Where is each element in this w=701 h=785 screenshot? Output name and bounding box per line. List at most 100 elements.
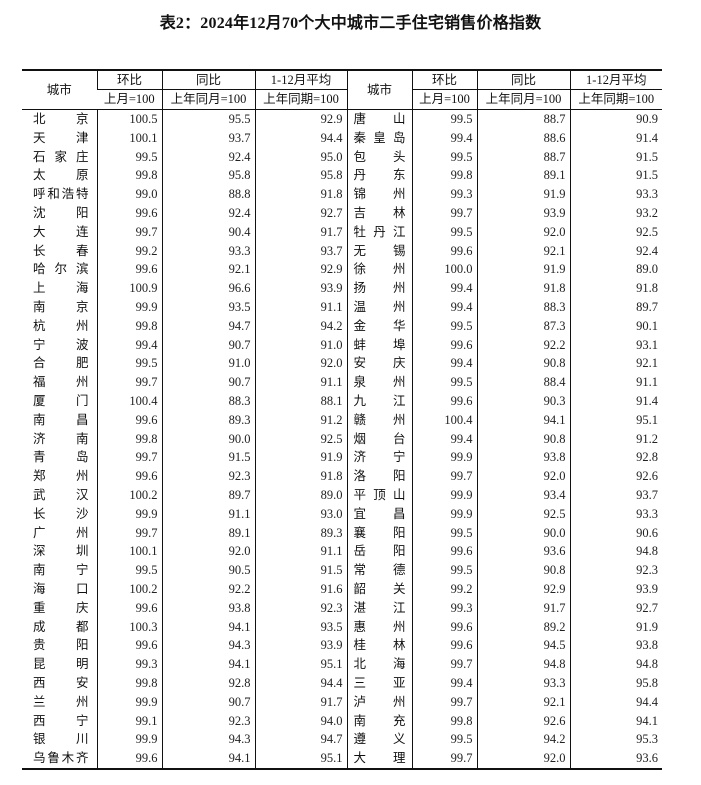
cell-yoy: 87.3	[476, 316, 570, 336]
cell-yoy: 94.8	[476, 655, 570, 674]
cell-yoy: 92.4	[161, 203, 255, 223]
cell-avg: 92.3	[569, 561, 662, 580]
city-name: 济宁	[353, 450, 406, 465]
cell-yoy: 89.3	[161, 410, 255, 430]
cell-avg: 92.7	[569, 598, 662, 618]
cell-mom: 99.6	[411, 617, 477, 637]
city-name: 南京	[33, 299, 89, 314]
header-mom: 环比	[96, 70, 162, 90]
cell-avg: 91.0	[254, 335, 347, 355]
city-name: 海口	[33, 581, 89, 596]
header-avg-base-2: 上年同期=100	[569, 89, 662, 110]
table-row: 天津 100.1 93.7 94.4 秦皇岛 99.4 88.6 91.4	[22, 128, 662, 148]
table-row: 沈阳 99.6 92.4 92.7 吉林 99.7 93.9 93.2	[22, 203, 662, 223]
cell-yoy: 92.2	[476, 335, 570, 355]
table-row: 石家庄 99.5 92.4 95.0 包头 99.5 88.7 91.5	[22, 147, 662, 167]
cell-mom: 99.7	[96, 222, 162, 242]
cell-avg: 92.8	[569, 448, 662, 468]
cell-yoy: 92.5	[476, 504, 570, 524]
cell-avg: 94.8	[569, 542, 662, 562]
cell-yoy: 94.1	[161, 617, 255, 637]
cell-avg: 93.0	[254, 504, 347, 524]
city-name: 石家庄	[33, 149, 89, 164]
cell-avg: 95.1	[254, 655, 347, 674]
cell-city: 大理	[346, 749, 412, 769]
cell-mom: 99.8	[96, 429, 162, 449]
cell-avg: 90.9	[569, 109, 662, 129]
cell-mom: 99.6	[96, 749, 162, 769]
city-name: 沈阳	[33, 205, 89, 220]
cell-mom: 100.3	[96, 617, 162, 637]
city-name: 洛阳	[353, 469, 406, 484]
cell-mom: 99.6	[411, 542, 477, 562]
city-name: 成都	[33, 619, 89, 634]
cell-avg: 92.1	[569, 354, 662, 374]
cell-yoy: 92.0	[476, 467, 570, 486]
cell-avg: 93.6	[569, 749, 662, 769]
header-avg-2: 1-12月平均	[569, 70, 662, 90]
cell-mom: 99.6	[411, 391, 477, 411]
city-name: 烟台	[353, 431, 406, 446]
city-name: 襄阳	[353, 525, 406, 540]
city-name: 北京	[33, 112, 89, 126]
cell-city: 济南	[22, 430, 97, 449]
city-name: 福州	[33, 375, 89, 390]
table-row: 太原 99.8 95.8 95.8 丹东 99.8 89.1 91.5	[22, 166, 662, 186]
cell-avg: 91.8	[569, 279, 662, 298]
city-name: 湛江	[353, 600, 406, 615]
city-name: 九江	[353, 393, 406, 408]
cell-yoy: 93.8	[476, 448, 570, 468]
cell-avg: 91.2	[254, 410, 347, 430]
cell-avg: 91.5	[569, 147, 662, 167]
cell-city: 北海	[346, 655, 412, 674]
cell-yoy: 93.4	[476, 485, 570, 505]
cell-avg: 91.1	[254, 373, 347, 392]
cell-city: 平顶山	[346, 485, 412, 505]
cell-avg: 93.9	[254, 279, 347, 298]
cell-yoy: 94.1	[161, 749, 255, 769]
city-name: 平顶山	[353, 487, 406, 502]
city-name: 遵义	[353, 732, 406, 747]
cell-city: 乌鲁木齐	[22, 749, 97, 769]
cell-mom: 99.7	[96, 448, 162, 468]
cell-city: 武汉	[22, 486, 97, 505]
cell-yoy: 94.1	[161, 655, 255, 674]
cell-city: 蚌埠	[346, 335, 412, 355]
city-name: 蚌埠	[353, 337, 406, 352]
city-name: 韶关	[353, 581, 406, 596]
cell-yoy: 88.6	[476, 128, 570, 148]
cell-city: 温州	[346, 297, 412, 317]
cell-avg: 95.3	[569, 730, 662, 750]
cell-city: 桂林	[346, 636, 412, 656]
cell-yoy: 90.8	[476, 429, 570, 449]
city-name: 无锡	[353, 243, 406, 258]
table-row: 西安 99.8 92.8 94.4 三亚 99.4 93.3 95.8	[22, 673, 662, 693]
cell-mom: 100.5	[96, 109, 162, 129]
cell-avg: 95.8	[254, 166, 347, 186]
cell-mom: 99.5	[411, 316, 477, 336]
cell-avg: 91.7	[254, 222, 347, 242]
cell-city: 银川	[22, 730, 97, 749]
cell-city: 扬州	[346, 279, 412, 298]
table-row: 上海 100.9 96.6 93.9 扬州 99.4 91.8 91.8	[22, 279, 662, 298]
city-name: 长沙	[33, 506, 89, 521]
city-name: 长春	[33, 243, 89, 258]
city-name: 重庆	[33, 600, 89, 615]
city-name: 泉州	[353, 375, 406, 390]
table-row: 长沙 99.9 91.1 93.0 宜昌 99.9 92.5 93.3	[22, 504, 662, 524]
table-row: 合肥 99.5 91.0 92.0 安庆 99.4 90.8 92.1	[22, 354, 662, 374]
cell-mom: 99.7	[411, 655, 477, 674]
table-row: 广州 99.7 89.1 89.3 襄阳 99.5 90.0 90.6	[22, 523, 662, 543]
cell-mom: 99.4	[411, 354, 477, 374]
city-name: 北海	[353, 657, 406, 672]
header-avg-base: 上年同期=100	[254, 89, 347, 110]
cell-avg: 92.0	[254, 354, 347, 374]
cell-city: 常德	[346, 561, 412, 580]
city-name: 唐山	[353, 112, 406, 126]
cell-city: 杭州	[22, 317, 97, 336]
cell-city: 石家庄	[22, 148, 97, 167]
city-name: 西安	[33, 675, 89, 690]
cell-yoy: 92.1	[476, 241, 570, 261]
table-row: 长春 99.2 93.3 93.7 无锡 99.6 92.1 92.4	[22, 241, 662, 261]
cell-city: 成都	[22, 618, 97, 637]
